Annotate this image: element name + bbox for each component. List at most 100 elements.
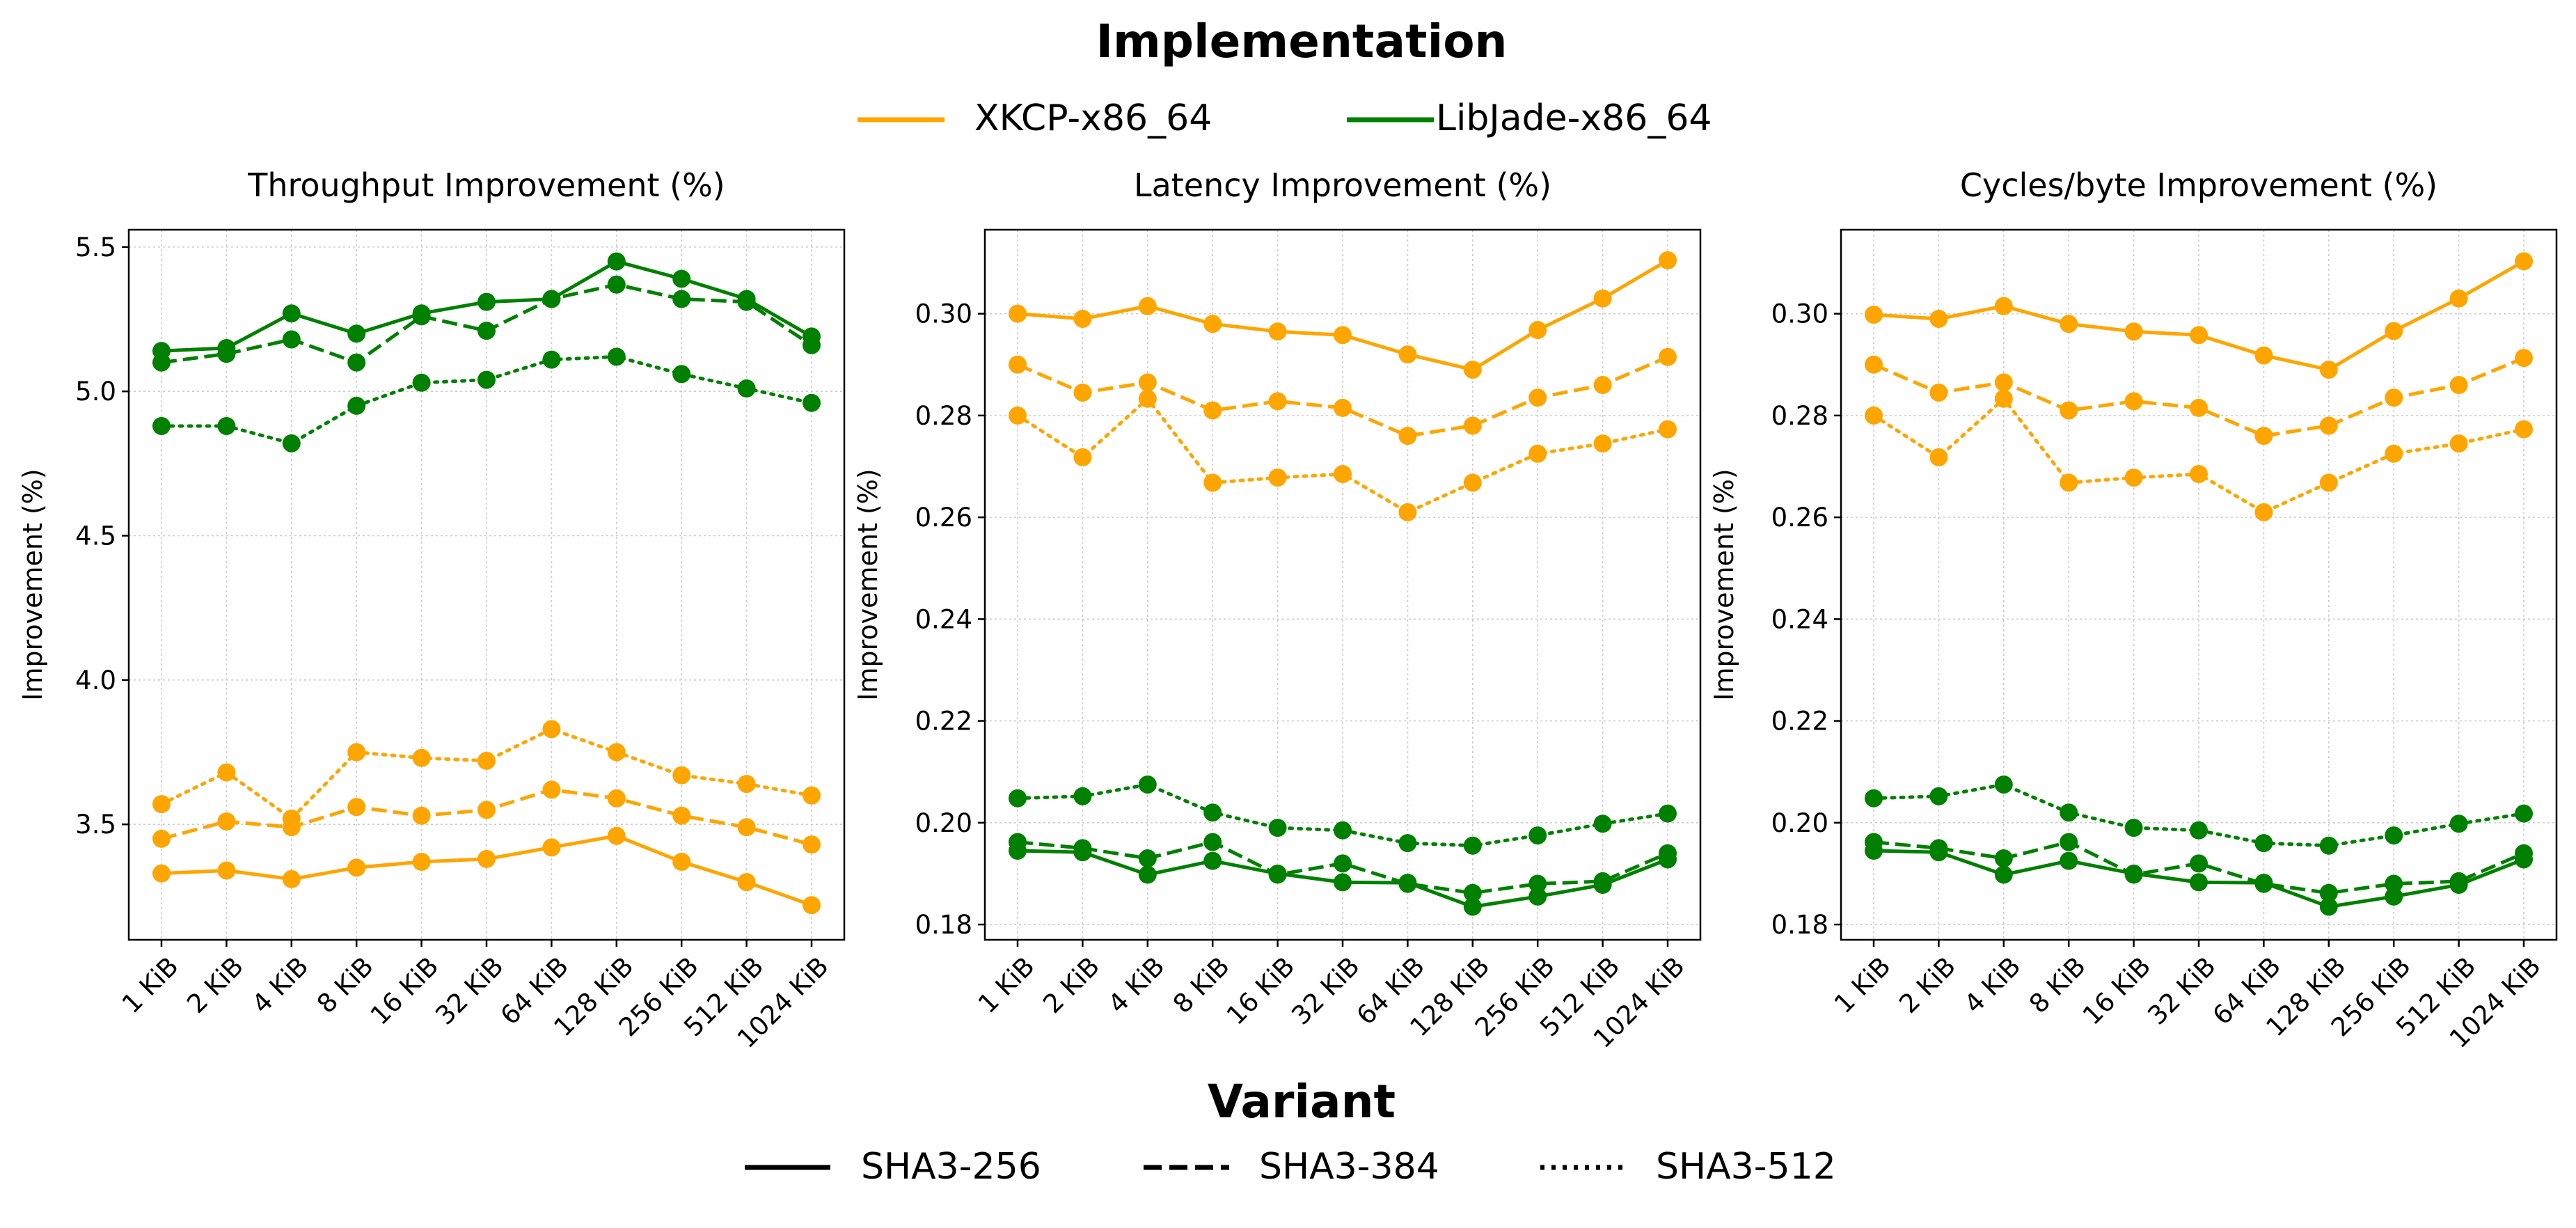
data-point bbox=[672, 766, 691, 785]
data-point bbox=[1994, 865, 2013, 884]
data-point bbox=[2190, 854, 2208, 873]
data-point bbox=[1138, 297, 1157, 315]
y-tick-label: 0.30 bbox=[915, 299, 972, 329]
data-point bbox=[2124, 865, 2143, 884]
data-point bbox=[1994, 297, 2013, 315]
data-point bbox=[2319, 836, 2338, 855]
data-point bbox=[2060, 315, 2078, 333]
data-point bbox=[542, 290, 561, 308]
data-point bbox=[1398, 874, 1417, 893]
data-point bbox=[2385, 444, 2403, 463]
data-point bbox=[2515, 420, 2533, 439]
data-point bbox=[2124, 819, 2143, 837]
data-point bbox=[2319, 473, 2338, 492]
y-tick-label: 5.5 bbox=[75, 233, 116, 262]
data-point bbox=[542, 720, 561, 739]
data-point bbox=[607, 826, 626, 845]
y-tick-label: 4.5 bbox=[75, 521, 116, 551]
data-point bbox=[1334, 464, 1352, 483]
data-point bbox=[1528, 321, 1547, 340]
data-point bbox=[607, 252, 626, 271]
data-point bbox=[1398, 503, 1417, 521]
series-line-1 bbox=[161, 834, 812, 907]
data-point bbox=[2124, 469, 2143, 487]
data-point bbox=[607, 347, 626, 366]
data-point bbox=[2190, 464, 2208, 483]
data-point bbox=[1659, 420, 1677, 439]
data-point bbox=[1138, 775, 1157, 794]
data-point bbox=[2124, 392, 2143, 411]
data-point bbox=[1994, 389, 2013, 408]
implementation-legend: Implementation XKCP-x86_64 LibJade-x86_6… bbox=[858, 15, 1712, 139]
data-point bbox=[477, 849, 496, 868]
data-point bbox=[1334, 873, 1352, 892]
x-tick-label: 16 KiB bbox=[2077, 951, 2156, 1030]
x-tick-label: 1 KiB bbox=[116, 951, 184, 1019]
data-point bbox=[217, 345, 236, 363]
data-point bbox=[217, 763, 236, 782]
legend-sha3-384-label: SHA3-384 bbox=[1259, 1146, 1439, 1188]
data-point bbox=[1203, 401, 1222, 420]
data-point bbox=[217, 416, 236, 435]
y-axis-label: Improvement (%) bbox=[17, 469, 48, 700]
y-tick-label: 0.28 bbox=[915, 401, 972, 431]
data-point bbox=[477, 801, 496, 819]
data-point bbox=[282, 869, 301, 888]
y-tick-label: 0.18 bbox=[1771, 910, 1828, 940]
data-point bbox=[1865, 789, 1883, 808]
data-point bbox=[2060, 803, 2078, 822]
data-point bbox=[412, 748, 431, 767]
data-point bbox=[1659, 251, 1677, 269]
data-point bbox=[1073, 309, 1092, 328]
data-point bbox=[1138, 865, 1157, 884]
data-point bbox=[2385, 322, 2403, 340]
data-point bbox=[1334, 398, 1352, 417]
y-tick-label: 3.5 bbox=[75, 810, 116, 840]
data-point bbox=[542, 780, 561, 799]
data-point bbox=[412, 307, 431, 326]
data-point bbox=[1009, 355, 1027, 374]
data-point bbox=[2060, 833, 2078, 851]
data-point bbox=[2124, 322, 2143, 341]
y-tick-label: 0.26 bbox=[915, 503, 972, 533]
x-tick-label: 1 KiB bbox=[972, 951, 1041, 1019]
data-point bbox=[2385, 887, 2403, 906]
data-point bbox=[1659, 804, 1677, 823]
variant-legend: Variant SHA3-256 SHA3-384 SHA3-512 bbox=[745, 1075, 1836, 1188]
data-point bbox=[2190, 326, 2208, 345]
data-point bbox=[2190, 821, 2208, 840]
data-point bbox=[1073, 448, 1092, 466]
data-point bbox=[672, 290, 691, 308]
data-point bbox=[1528, 388, 1547, 407]
x-tick-label: 2 KiB bbox=[181, 951, 249, 1019]
data-point bbox=[1593, 289, 1612, 308]
series-line-6 bbox=[159, 354, 814, 446]
y-tick-label: 0.18 bbox=[915, 910, 972, 940]
data-point bbox=[347, 798, 366, 817]
panel-title: Throughput Improvement (%) bbox=[247, 166, 725, 204]
implementation-legend-title: Implementation bbox=[1096, 15, 1507, 68]
x-tick-label: 2 KiB bbox=[1893, 951, 1961, 1019]
data-point bbox=[1463, 883, 1482, 902]
data-point bbox=[1268, 392, 1287, 411]
data-point bbox=[152, 353, 171, 372]
data-point bbox=[1203, 803, 1222, 822]
data-point bbox=[1865, 833, 1883, 851]
data-point bbox=[2254, 834, 2273, 853]
data-point bbox=[1865, 406, 1883, 425]
data-point bbox=[347, 743, 366, 762]
data-point bbox=[1203, 833, 1222, 851]
data-point bbox=[347, 858, 366, 877]
data-point bbox=[607, 789, 626, 808]
data-point bbox=[1659, 844, 1677, 863]
data-point bbox=[1268, 819, 1287, 837]
data-point bbox=[1334, 821, 1352, 840]
data-point bbox=[803, 786, 821, 805]
data-point bbox=[1593, 814, 1612, 833]
panel-title: Cycles/byte Improvement (%) bbox=[1960, 166, 2437, 204]
data-point bbox=[2515, 252, 2533, 271]
data-point bbox=[737, 775, 756, 794]
data-point bbox=[412, 806, 431, 825]
